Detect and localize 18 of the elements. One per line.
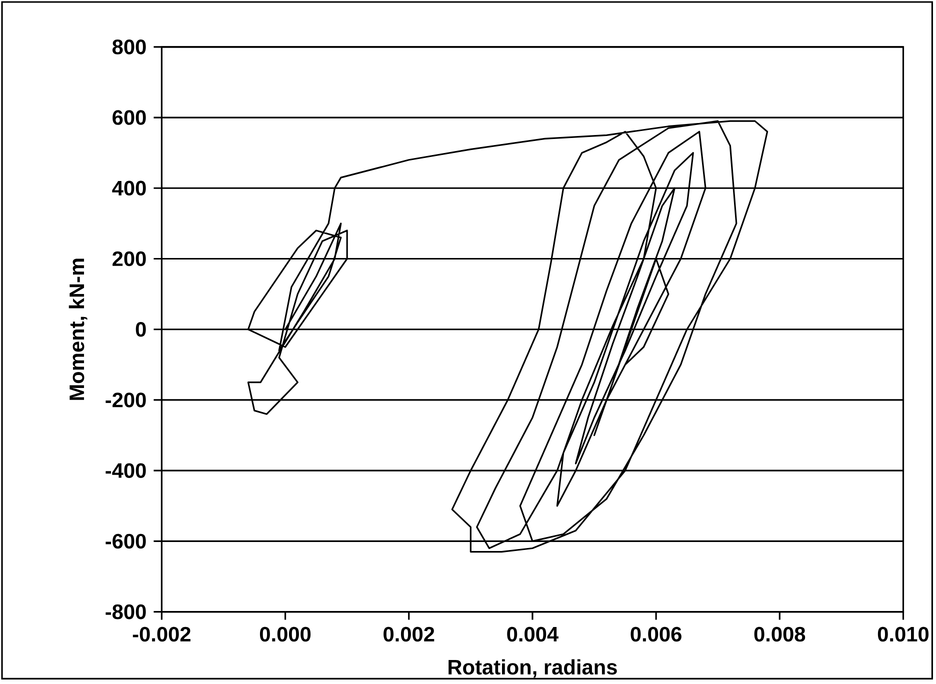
y-axis-title: Moment, kN-m	[68, 258, 88, 400]
y-tick-label: 200	[112, 251, 146, 266]
x-tick-label: 0.006	[630, 626, 682, 642]
y-tick-label: -400	[106, 463, 146, 478]
x-tick-label: 0.000	[260, 626, 311, 642]
x-tick-label: 0.010	[878, 626, 929, 642]
x-tick-label: 0.008	[754, 626, 806, 642]
x-axis-title: Rotation, radians	[448, 659, 617, 678]
x-tick-label: -0.002	[132, 626, 190, 642]
x-tick-label: 0.002	[384, 626, 434, 642]
y-tick-label: 600	[112, 110, 146, 125]
y-tick-label: 800	[112, 39, 146, 54]
y-tick-label: -600	[106, 534, 146, 548]
y-tick-label: -800	[106, 604, 146, 620]
y-tick-label: 400	[112, 180, 146, 196]
y-tick-label: 0	[136, 322, 146, 337]
y-tick-label: -200	[106, 392, 146, 408]
x-tick-label: 0.004	[507, 626, 558, 642]
